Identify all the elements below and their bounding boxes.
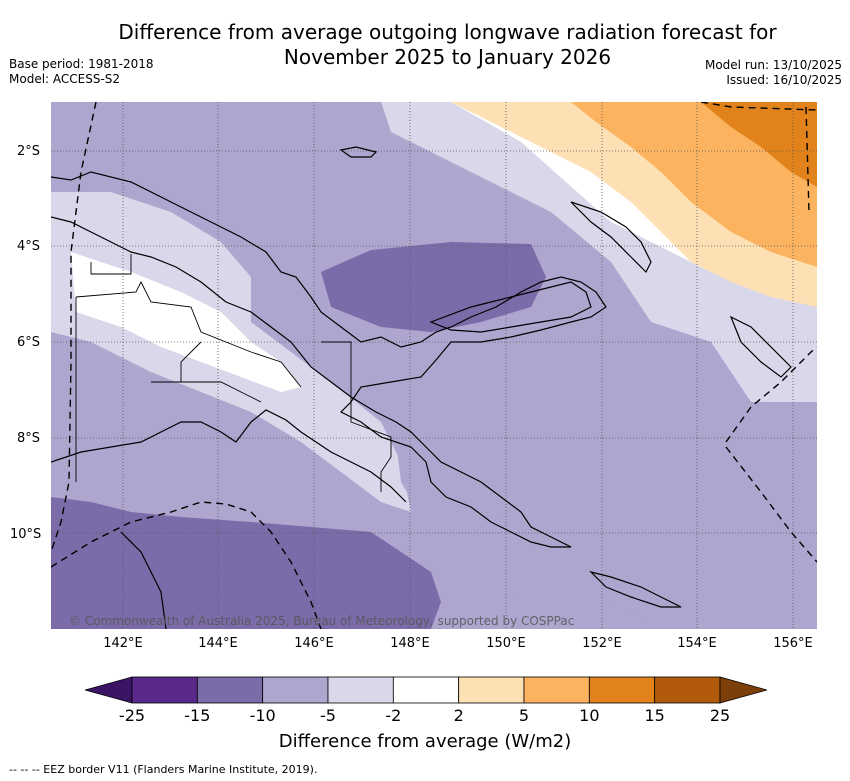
bougainville-coast [729, 315, 792, 378]
colorbar-segment [654, 676, 721, 704]
map-panel [51, 102, 817, 629]
lat-label-8s: 8°S [17, 431, 41, 446]
new-guinea-coast [51, 171, 607, 548]
anomaly-region-dark-orange [701, 102, 817, 187]
colorbar-tick-label: 2 [453, 706, 464, 725]
louisiade-coast [589, 570, 682, 608]
meta-right: Model run: 13/10/2025 Issued: 16/10/2025 [705, 58, 842, 88]
model-run: Model run: 13/10/2025 [704, 58, 842, 72]
colorbar-segment [588, 676, 656, 704]
lon-label-142e: 142°E [103, 636, 143, 651]
province-borders [75, 254, 392, 492]
colorbar-extend-low [85, 676, 133, 704]
colorbar-tick-label: 15 [644, 706, 665, 725]
coastline [51, 146, 792, 629]
eez-border [51, 102, 817, 629]
colorbar-segment [327, 676, 394, 704]
anomaly-region-dark-purple-south [51, 497, 441, 629]
base-period: Base period: 1981-2018 [9, 57, 154, 71]
new-ireland-coast [570, 201, 652, 274]
lon-label-146e: 146°E [294, 636, 334, 651]
lat-label-6s: 6°S [17, 335, 41, 350]
colorbar-label: Difference from average (W/m2) [278, 731, 572, 752]
issued-date: Issued: 16/10/2025 [726, 73, 842, 87]
colorbar-tick-label: -5 [320, 706, 336, 725]
lon-label-148e: 148°E [390, 636, 430, 651]
copyright-notice: © Commonwealth of Australia 2025, Bureau… [69, 614, 575, 628]
lon-label-156e: 156°E [773, 636, 813, 651]
anomaly-region-white-south [391, 402, 817, 629]
colorbar-segment [392, 676, 460, 704]
colorbar-extend-high [719, 676, 767, 704]
lat-label-4s: 4°S [17, 239, 41, 254]
map-title: Difference from average outgoing longwav… [90, 20, 805, 70]
colorbar-tick-label: 5 [518, 706, 530, 725]
south-coast [51, 409, 407, 503]
lon-label-144e: 144°E [198, 636, 238, 651]
lat-label-2s: 2°S [17, 144, 41, 159]
colorbar-tick-label: -15 [184, 706, 211, 725]
model-name: Model: ACCESS-S2 [9, 72, 121, 86]
colorbar-tick-label: -25 [118, 706, 146, 725]
title-line-2: November 2025 to January 2026 [283, 45, 612, 69]
manus-coast [339, 146, 378, 158]
new-britain-coast [429, 281, 592, 333]
colorbar-segment [523, 676, 590, 704]
eez-legend: -- -- -- EEZ border V11 (Flanders Marine… [9, 763, 318, 776]
title-line-1: Difference from average outgoing longwav… [118, 20, 777, 44]
lat-label-10s: 10°S [10, 527, 42, 542]
lon-label-152e: 152°E [582, 636, 622, 651]
lon-label-150e: 150°E [486, 636, 526, 651]
meta-left: Base period: 1981-2018 Model: ACCESS-S2 [9, 57, 154, 87]
colorbar-segment [131, 676, 198, 704]
colorbar-segment [458, 676, 525, 704]
colorbar-segment [262, 676, 329, 704]
colorbar-tick-label: 25 [709, 706, 731, 725]
colorbar-tick-label: 10 [579, 706, 600, 725]
colorbar [85, 676, 767, 704]
colorbar-segment [196, 676, 264, 704]
torres-coast [120, 531, 167, 629]
colorbar-tick-label: -10 [249, 706, 276, 725]
anomaly-region-white-interior [71, 252, 301, 392]
graticule [51, 102, 817, 629]
lon-label-154e: 154°E [677, 636, 717, 651]
anomaly-region-medium-purple [51, 102, 817, 629]
colorbar-tick-label: -2 [385, 706, 402, 725]
